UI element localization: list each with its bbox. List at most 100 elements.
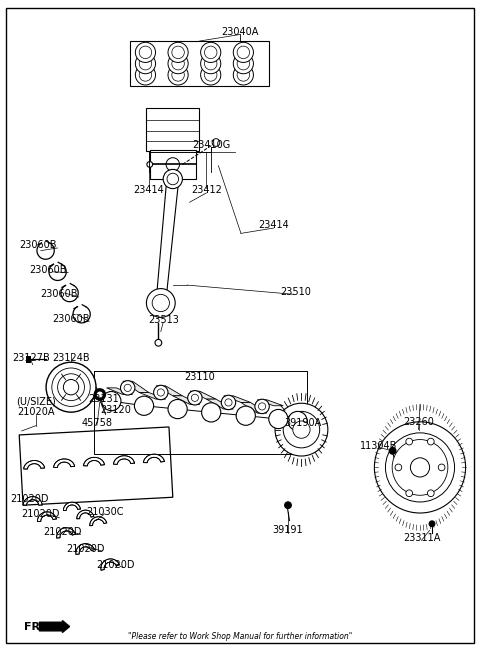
Polygon shape [113,455,134,464]
Circle shape [269,410,288,428]
Polygon shape [224,396,251,402]
Polygon shape [139,392,166,399]
Circle shape [139,69,152,81]
Polygon shape [144,454,165,463]
Polygon shape [37,512,56,522]
Text: 23110: 23110 [184,371,215,382]
Circle shape [154,385,168,400]
Text: 21020D: 21020D [66,544,105,554]
Text: 23060B: 23060B [52,314,90,324]
Circle shape [146,288,175,318]
Circle shape [212,139,220,147]
Text: 23414: 23414 [258,220,289,231]
Text: 23260: 23260 [403,416,434,427]
Text: 39191: 39191 [273,525,303,536]
Polygon shape [156,386,182,396]
Circle shape [96,391,103,398]
Circle shape [172,58,184,70]
Circle shape [406,438,413,445]
Polygon shape [77,510,94,519]
Text: 21020D: 21020D [11,493,49,504]
Circle shape [225,399,232,406]
Circle shape [139,58,152,70]
Polygon shape [19,427,173,505]
Polygon shape [206,399,233,409]
Circle shape [395,464,402,471]
Polygon shape [24,461,45,469]
Circle shape [139,46,152,58]
Circle shape [102,392,121,410]
Circle shape [392,440,448,495]
Text: 23120: 23120 [101,405,132,416]
Text: 23127B: 23127B [12,353,50,363]
Circle shape [172,69,184,81]
Text: 45758: 45758 [82,418,112,428]
Text: 23410G: 23410G [192,139,230,150]
Polygon shape [257,400,283,406]
FancyArrow shape [39,621,70,633]
Circle shape [293,421,310,438]
Circle shape [46,362,96,412]
Polygon shape [63,502,81,511]
Circle shape [120,381,135,395]
Polygon shape [107,388,132,394]
Circle shape [134,396,154,415]
Circle shape [157,389,165,396]
Polygon shape [101,559,119,570]
Bar [26,356,31,363]
Circle shape [237,69,250,81]
Text: 23510: 23510 [280,286,311,297]
Circle shape [237,58,250,70]
Circle shape [201,42,221,62]
Polygon shape [23,497,42,505]
Text: 21020D: 21020D [96,560,134,570]
Circle shape [438,464,445,471]
Circle shape [168,42,188,62]
Text: 21030C: 21030C [86,507,123,517]
Circle shape [94,389,106,400]
Circle shape [236,406,255,425]
Polygon shape [54,459,74,467]
Polygon shape [123,381,149,392]
Text: 23412: 23412 [191,185,222,196]
Text: "Please refer to Work Shop Manual for further information": "Please refer to Work Shop Manual for fu… [128,632,352,641]
Text: 23311A: 23311A [403,533,440,544]
Circle shape [63,379,79,395]
Circle shape [168,54,188,74]
Text: 23131: 23131 [88,394,119,404]
Text: 39190A: 39190A [285,418,322,428]
Circle shape [135,65,156,85]
Circle shape [427,438,434,445]
Circle shape [168,400,187,418]
Text: 23124B: 23124B [52,353,90,363]
Circle shape [201,65,221,85]
Circle shape [233,42,253,62]
Bar [130,41,269,86]
Circle shape [135,54,156,74]
Circle shape [275,403,328,456]
Text: (U/SIZE): (U/SIZE) [16,396,56,407]
Circle shape [58,374,84,400]
Circle shape [255,399,269,414]
Circle shape [233,54,253,74]
Text: 23513: 23513 [148,314,179,325]
Circle shape [124,385,132,391]
Text: 21020D: 21020D [43,526,82,537]
Polygon shape [76,544,95,554]
Circle shape [285,502,291,509]
Polygon shape [84,457,105,466]
Text: 23060B: 23060B [20,240,57,251]
Circle shape [135,42,156,62]
Circle shape [168,65,188,85]
Circle shape [374,422,466,513]
Circle shape [233,65,253,85]
Polygon shape [156,178,179,304]
Bar [150,150,196,179]
Bar [146,108,199,151]
Circle shape [167,173,179,185]
Text: 11304B: 11304B [360,440,397,451]
Circle shape [429,521,435,526]
Circle shape [237,46,250,58]
Circle shape [202,403,221,422]
Text: 21020A: 21020A [17,407,55,418]
